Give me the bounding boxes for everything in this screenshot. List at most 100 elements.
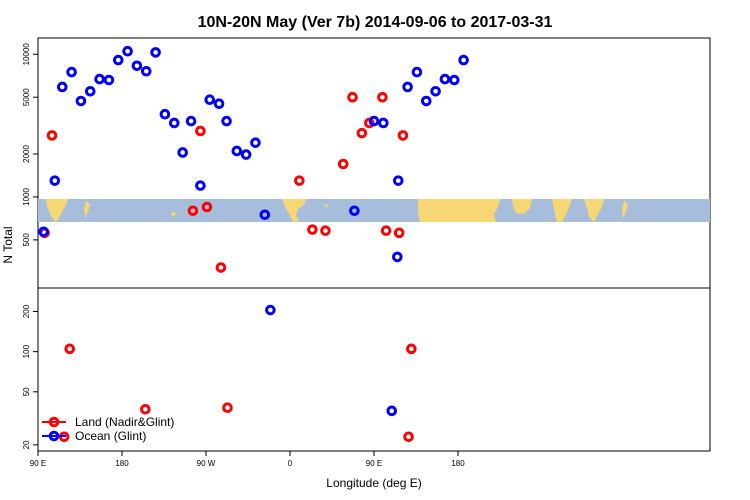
land-point [201, 201, 213, 213]
land-africa [418, 199, 500, 222]
ocean-point [392, 175, 404, 186]
ocean-point [185, 115, 197, 127]
land-point [46, 130, 58, 141]
land-india-se-asia [46, 199, 68, 222]
x-axis-label: Longitude (deg E) [326, 476, 421, 490]
ocean-point [213, 98, 225, 110]
ocean-point [131, 60, 143, 72]
land-point [347, 91, 358, 103]
ocean-point [38, 226, 49, 238]
ocean-point [392, 251, 403, 263]
land-se-asia-east [584, 199, 604, 222]
ocean-point [402, 81, 413, 93]
ocean-point [430, 86, 441, 97]
ocean-point [195, 180, 206, 191]
x-tick-label: 180 [451, 459, 465, 468]
land-point [187, 205, 199, 217]
data-points [38, 45, 469, 443]
upper-panel-frame [37, 37, 711, 289]
land-hawaii [171, 212, 176, 216]
y-axis-ticks-upper: 500 1000 2000 5000 10000 [22, 43, 38, 247]
ocean-point [150, 47, 161, 58]
land-philippines-east [622, 201, 628, 218]
ocean-point [168, 117, 180, 129]
x-tick-label: 90 E [30, 459, 46, 468]
land-point [215, 262, 227, 273]
land-central-america [282, 199, 306, 222]
x-tick-label: 180 [115, 459, 129, 468]
chart-title: 10N-20N May (Ver 7b) 2014-09-06 to 2017-… [198, 14, 553, 31]
ocean-point [159, 108, 171, 120]
land-point [307, 224, 318, 235]
ocean-point [56, 81, 68, 93]
ocean-point [240, 149, 252, 160]
legend: Land (Nadir&Glint) Ocean (Glint) [42, 415, 174, 443]
ocean-point [221, 115, 232, 127]
ocean-point [66, 66, 77, 78]
ocean-point [231, 145, 243, 157]
land-point [320, 225, 331, 236]
land-point [195, 125, 206, 137]
x-tick-label: 0 [288, 459, 293, 468]
ocean-point [204, 94, 216, 106]
ocean-point [448, 74, 460, 86]
ocean-point [103, 74, 115, 86]
y-lower-tick-label: 50 [22, 387, 31, 396]
ocean-point [112, 54, 124, 66]
x-tick-label: 90 E [366, 459, 382, 468]
land-point [393, 227, 405, 239]
ocean-point [94, 73, 105, 85]
ocean-point [140, 65, 152, 77]
ocean-point [49, 175, 61, 186]
land-point [377, 91, 388, 103]
ocean-point [265, 304, 276, 316]
land-philippines [84, 201, 90, 218]
ocean-point [411, 66, 423, 78]
land-arabia [512, 199, 532, 214]
land-caribbean [322, 204, 330, 207]
ocean-point [259, 209, 271, 221]
land-point [406, 343, 417, 355]
x-axis-ticks: 90 E 180 90 W 0 90 E 180 [30, 451, 465, 468]
legend-ocean-label: Ocean (Glint) [75, 429, 146, 443]
ocean-point [420, 95, 432, 107]
land-point [64, 343, 76, 355]
land-point [403, 431, 414, 443]
y-upper-tick-label: 500 [22, 233, 31, 247]
ocean-point [439, 73, 451, 85]
ocean-point [250, 137, 261, 148]
ocean-point [122, 45, 133, 57]
land-point [222, 402, 233, 414]
land-point [294, 175, 305, 186]
land-point [397, 130, 409, 141]
y-upper-tick-label: 10000 [22, 43, 31, 66]
ocean-point [349, 205, 360, 217]
legend-ocean-marker [48, 430, 60, 442]
land-point [356, 127, 368, 139]
ocean-point [458, 54, 469, 66]
map-strip [38, 199, 710, 222]
y-lower-tick-label: 20 [22, 440, 31, 449]
y-lower-tick-label: 100 [22, 344, 31, 358]
land-point [140, 403, 151, 415]
land-point [380, 225, 392, 236]
map-ocean [38, 199, 710, 222]
legend-land-marker [48, 416, 60, 428]
land-point [337, 158, 349, 170]
ocean-point [75, 95, 87, 107]
y-axis-ticks-lower: 20 50 100 200 [22, 304, 38, 449]
map-land [46, 199, 628, 222]
y-lower-tick-label: 200 [22, 304, 31, 318]
ocean-point [368, 115, 380, 127]
legend-land-label: Land (Nadir&Glint) [75, 415, 174, 429]
land-india-east [552, 199, 572, 222]
x-tick-label: 90 W [197, 459, 216, 468]
ocean-point [378, 117, 389, 129]
ocean-point [177, 147, 188, 158]
ocean-point [84, 86, 96, 97]
y-upper-tick-label: 1000 [22, 187, 31, 205]
ocean-point [386, 405, 398, 417]
y-upper-tick-label: 5000 [22, 88, 31, 106]
y-upper-tick-label: 2000 [22, 145, 31, 163]
